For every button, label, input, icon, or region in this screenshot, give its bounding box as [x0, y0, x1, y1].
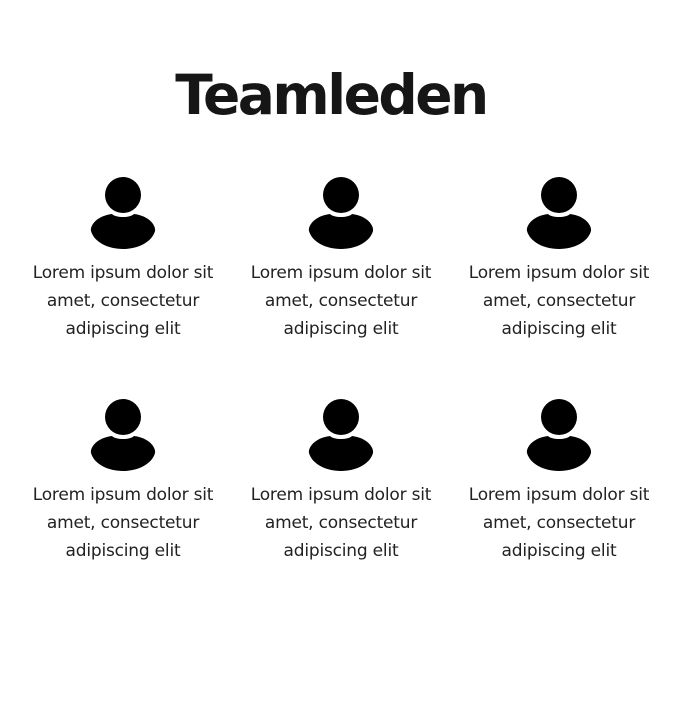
member-description: Lorem ipsum dolor sit amet, consectetur …: [468, 485, 650, 561]
user-icon: [308, 399, 374, 471]
member-description: Lorem ipsum dolor sit amet, consectetur …: [468, 263, 650, 339]
member-description: Lorem ipsum dolor sit amet, consectetur …: [250, 485, 432, 561]
team-members-grid: Lorem ipsum dolor sit amet, consectetur …: [14, 176, 668, 620]
user-icon: [90, 399, 156, 471]
user-icon: [526, 399, 592, 471]
team-member-card: Lorem ipsum dolor sit amet, consectetur …: [450, 398, 668, 620]
member-description: Lorem ipsum dolor sit amet, consectetur …: [32, 485, 214, 561]
user-icon: [308, 177, 374, 249]
member-description: Lorem ipsum dolor sit amet, consectetur …: [32, 263, 214, 339]
team-member-card: Lorem ipsum dolor sit amet, consectetur …: [232, 398, 450, 620]
team-member-card: Lorem ipsum dolor sit amet, consectetur …: [14, 398, 232, 620]
page-title: Teamleden: [175, 63, 489, 127]
user-icon: [90, 177, 156, 249]
team-member-card: Lorem ipsum dolor sit amet, consectetur …: [14, 176, 232, 398]
team-member-card: Lorem ipsum dolor sit amet, consectetur …: [450, 176, 668, 398]
member-description: Lorem ipsum dolor sit amet, consectetur …: [250, 263, 432, 339]
team-member-card: Lorem ipsum dolor sit amet, consectetur …: [232, 176, 450, 398]
user-icon: [526, 177, 592, 249]
